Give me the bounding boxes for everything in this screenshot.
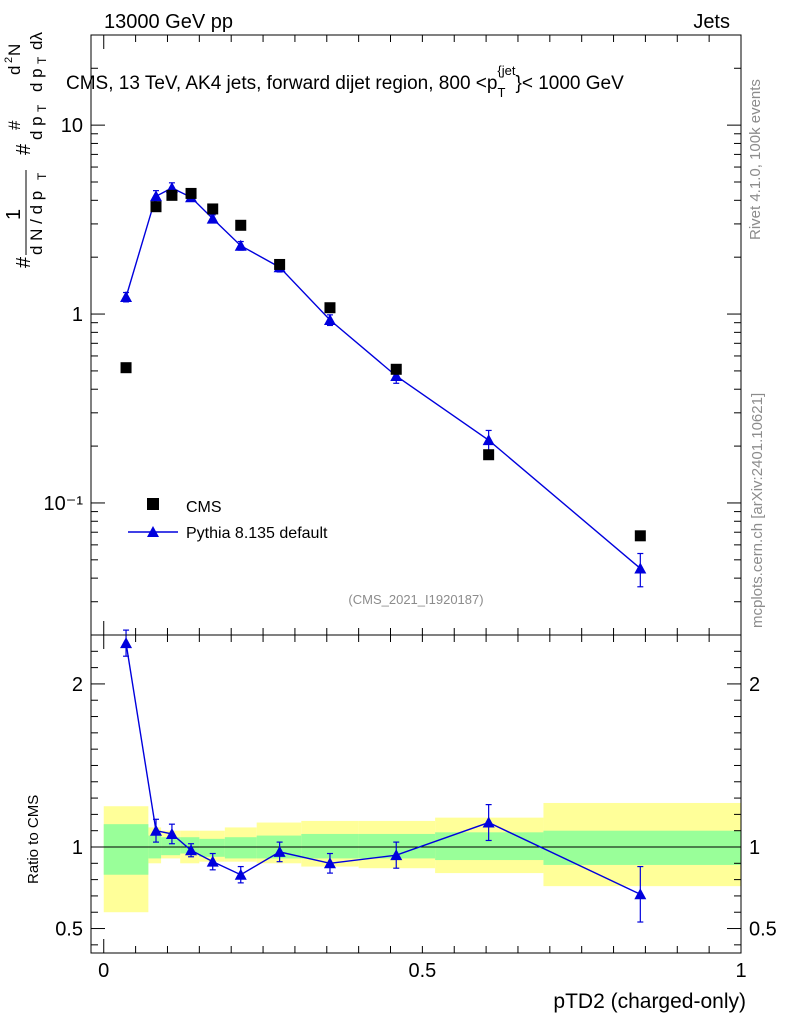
- analysis-id-label: (CMS_2021_I1920187): [348, 592, 483, 607]
- ratio-point: [165, 827, 178, 839]
- ratio-point: [482, 816, 495, 828]
- svg-text:#: #: [5, 120, 24, 130]
- ratio-point: [634, 888, 647, 900]
- ratio-y-tick-label-left: 1: [72, 837, 83, 859]
- svg-text:T: T: [35, 104, 49, 112]
- ratio-point: [273, 845, 286, 857]
- x-tick-label: 0: [98, 960, 109, 982]
- cms-point: [185, 187, 197, 199]
- ratio-stat-band: [103, 824, 149, 875]
- legend-cms-label: CMS: [186, 499, 222, 516]
- pythia-point: [234, 239, 247, 251]
- cms-point: [207, 203, 219, 215]
- svg-text:d: d: [5, 66, 24, 75]
- legend-pythia-marker: [147, 526, 159, 537]
- ratio-stat-band: [199, 838, 225, 857]
- ratio-y-tick-label-left: 0.5: [55, 919, 83, 941]
- ratio-plot-marks: [120, 629, 647, 923]
- ratio-stat-band: [180, 837, 200, 854]
- pythia-point: [482, 434, 495, 446]
- ratio-plot-panel: 0.5 0.51 12 20 0.5 1: [55, 629, 777, 982]
- ratio-y-tick-label-left: 2: [72, 674, 83, 696]
- cms-point: [235, 219, 247, 231]
- svg-text:1: 1: [3, 209, 25, 220]
- ratio-point: [185, 844, 198, 856]
- x-tick-label: 0.5: [408, 960, 436, 982]
- ratio-y-tick-label-right: 2: [749, 674, 760, 696]
- cms-point: [390, 363, 402, 375]
- svg-text:d p: d p: [27, 68, 46, 92]
- main-plot-panel: 10 1 10⁻¹: [44, 34, 742, 636]
- main-plot-title: CMS, 13 TeV, AK4 jets, forward dijet reg…: [66, 63, 624, 100]
- ratio-stat-band: [161, 837, 181, 856]
- cms-point: [324, 302, 336, 314]
- cms-point: [634, 530, 646, 542]
- svg-text:dλ: dλ: [27, 32, 46, 50]
- cms-point: [150, 201, 162, 213]
- ratio-stat-band: [224, 837, 257, 859]
- ratio-point: [234, 868, 247, 880]
- ratio-y-tick-label-right: 1: [749, 837, 760, 859]
- ratio-plot-frame: [90, 634, 742, 954]
- mcplots-label: mcplots.cern.ch [arXiv:2401.10621]: [749, 393, 766, 628]
- pythia-point: [206, 212, 219, 224]
- ratio-point: [150, 824, 162, 836]
- ratio-point: [206, 855, 219, 867]
- ratio-stat-band: [435, 832, 544, 861]
- header-right-label: Jets: [693, 11, 730, 33]
- svg-text:T: T: [35, 172, 49, 180]
- main-y-tick-label: 10: [61, 115, 83, 137]
- main-y-axis-label: # d N / d p T 1 # d p T # d p T dλ d 2 N: [3, 32, 49, 268]
- ratio-stat-band: [543, 830, 741, 865]
- header-left-label: 13000 GeV pp: [104, 11, 233, 33]
- legend-cms-marker: [147, 498, 159, 510]
- legend-pythia-label: Pythia 8.135 default: [186, 525, 328, 542]
- pythia-point: [150, 190, 162, 202]
- cms-point: [483, 449, 495, 461]
- ratio-point: [120, 637, 133, 649]
- svg-text:d N / d p: d N / d p: [27, 191, 46, 255]
- ratio-uncertainty-bands: [103, 802, 741, 913]
- x-tick-label: 1: [735, 960, 746, 982]
- svg-text:N: N: [5, 44, 24, 56]
- ratio-point: [390, 849, 403, 861]
- pythia-point: [634, 562, 647, 574]
- legend: CMS Pythia 8.135 default: [128, 498, 328, 542]
- pythia-point: [120, 291, 133, 303]
- rivet-version-label: Rivet 4.1.0, 100k events: [747, 79, 764, 240]
- main-y-tick-label: 10⁻¹: [44, 493, 84, 515]
- ratio-point: [323, 857, 336, 869]
- main-y-tick-label: 1: [72, 304, 83, 326]
- x-axis-label: pTD2 (charged-only): [553, 990, 746, 1013]
- cms-point: [166, 189, 178, 201]
- main-plot-frame: [90, 34, 742, 636]
- svg-text:#: #: [13, 256, 35, 268]
- pythia-point: [323, 313, 336, 325]
- pythia-point: [390, 369, 403, 381]
- svg-text:T: T: [35, 56, 49, 64]
- cms-point: [120, 362, 132, 374]
- ratio-y-tick-label-right: 0.5: [749, 919, 777, 941]
- ratio-y-axis-label: Ratio to CMS: [25, 795, 42, 884]
- svg-text:2: 2: [3, 57, 15, 63]
- main-plot-marks: [120, 181, 647, 588]
- cms-point: [274, 258, 286, 270]
- svg-text:#: #: [13, 143, 35, 155]
- svg-text:d p: d p: [27, 116, 46, 140]
